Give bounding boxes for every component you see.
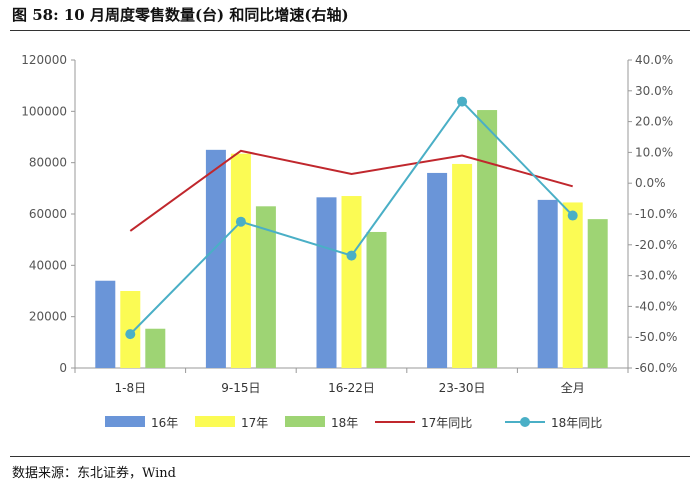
point-18年同比 bbox=[567, 210, 578, 221]
right-axis-tick-label: -60.0% bbox=[635, 361, 677, 375]
bar-18年 bbox=[255, 206, 276, 368]
bar-18年 bbox=[366, 231, 387, 368]
legend-label: 18年 bbox=[331, 416, 358, 430]
point-18年同比 bbox=[346, 250, 357, 261]
bar-17年 bbox=[341, 196, 362, 368]
bar-18年 bbox=[145, 328, 166, 368]
left-axis-tick-label: 80000 bbox=[29, 156, 67, 170]
x-axis-category-label: 23-30日 bbox=[439, 381, 486, 395]
left-axis-tick-label: 60000 bbox=[29, 207, 67, 221]
bar-16年 bbox=[95, 280, 116, 368]
right-axis-tick-label: 0.0% bbox=[635, 176, 666, 190]
right-axis-tick-label: 30.0% bbox=[635, 84, 673, 98]
point-18年同比 bbox=[235, 216, 246, 227]
bar-16年 bbox=[537, 199, 558, 368]
left-axis-tick-label: 0 bbox=[59, 361, 67, 375]
bar-18年 bbox=[477, 110, 498, 369]
point-18年同比 bbox=[457, 96, 468, 107]
legend-label: 17年 bbox=[241, 416, 268, 430]
left-axis-tick-label: 100000 bbox=[21, 104, 67, 118]
left-axis-tick-label: 20000 bbox=[29, 310, 67, 324]
line-17年同比 bbox=[129, 149, 573, 232]
right-axis-tick-label: -20.0% bbox=[635, 238, 677, 252]
right-axis-tick-label: -10.0% bbox=[635, 207, 677, 221]
right-axis-tick-label: -50.0% bbox=[635, 330, 677, 344]
bar-17年 bbox=[562, 202, 583, 368]
legend-swatch bbox=[285, 416, 325, 427]
bar-18年 bbox=[587, 219, 608, 368]
legend-marker bbox=[520, 417, 530, 427]
bar-16年 bbox=[427, 172, 448, 368]
left-axis-tick-label: 40000 bbox=[29, 258, 67, 272]
bar-17年 bbox=[230, 153, 251, 368]
x-axis-category-label: 全月 bbox=[561, 380, 585, 395]
right-axis-tick-label: 40.0% bbox=[635, 53, 673, 67]
source-note: 数据来源：东北证券，Wind bbox=[12, 466, 176, 481]
legend-label: 18年同比 bbox=[551, 416, 602, 430]
x-axis-category-label: 9-15日 bbox=[221, 381, 260, 395]
right-axis-tick-label: -40.0% bbox=[635, 299, 677, 313]
source-rule bbox=[10, 456, 690, 457]
legend-label: 17年同比 bbox=[421, 416, 472, 430]
legend-swatch bbox=[105, 416, 145, 427]
bar-16年 bbox=[316, 197, 337, 368]
chart-title: 图 58: 10 月周度零售数量(台) 和同比增速(右轴) bbox=[12, 6, 349, 24]
legend-label: 16年 bbox=[151, 416, 178, 430]
title-rule bbox=[10, 30, 690, 31]
right-axis-tick-label: -30.0% bbox=[635, 269, 677, 283]
point-18年同比 bbox=[125, 329, 136, 340]
legend-swatch bbox=[195, 416, 235, 427]
x-axis-category-label: 16-22日 bbox=[328, 381, 375, 395]
left-axis-tick-label: 120000 bbox=[21, 53, 67, 67]
right-axis-tick-label: 10.0% bbox=[635, 145, 673, 159]
right-axis-tick-label: 20.0% bbox=[635, 115, 673, 129]
x-axis-category-label: 1-8日 bbox=[114, 381, 146, 395]
bar-17年 bbox=[452, 163, 473, 368]
bar-16年 bbox=[205, 149, 226, 368]
